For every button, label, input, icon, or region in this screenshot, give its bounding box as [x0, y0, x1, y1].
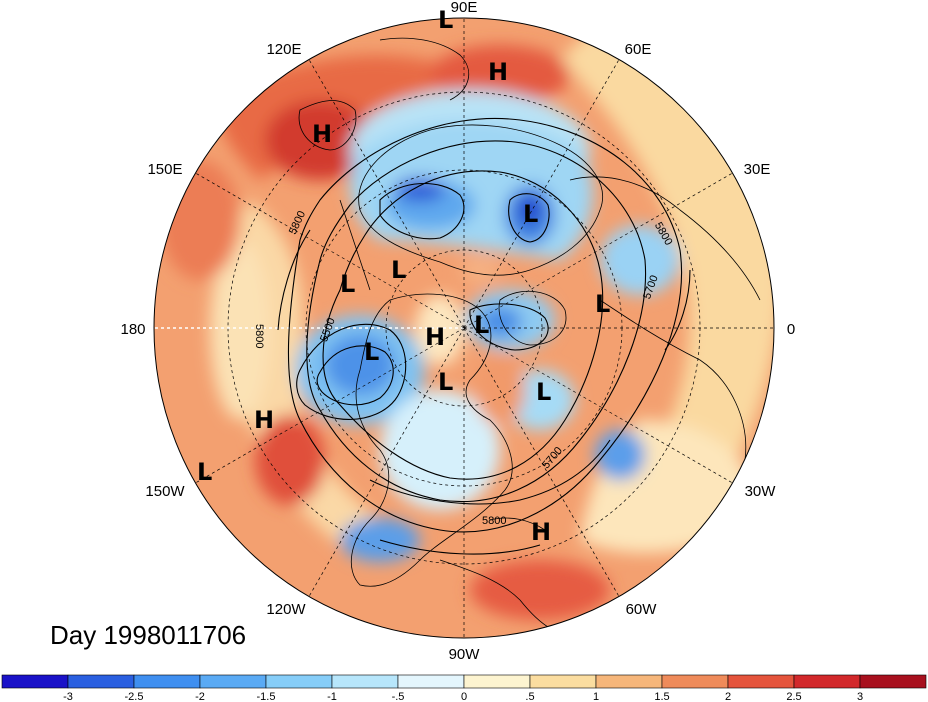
colorbar-tick-label: -1.5 — [257, 691, 276, 702]
colorbar: -3 -2.5 -2 -1.5 -1 -.5 0 .5 1 1.5 2 2.5 3 — [1, 674, 927, 702]
colorbar-swatch — [463, 674, 531, 689]
longitude-label-60w: 60W — [626, 601, 658, 618]
colorbar-swatch — [793, 674, 861, 689]
longitude-label-120w: 120W — [266, 601, 306, 618]
contour-label: 5800 — [253, 324, 265, 348]
colorbar-tick-label: -.5 — [392, 691, 405, 702]
colorbar-swatch — [727, 674, 795, 689]
low-pressure-marker: L — [391, 256, 406, 284]
colorbar-swatch — [133, 674, 201, 689]
longitude-label-120e: 120E — [266, 41, 301, 58]
colorbar-swatch — [397, 674, 465, 689]
low-pressure-marker: L — [438, 6, 453, 34]
colorbar-tick-label: -1 — [327, 691, 337, 702]
colorbar-tick-label: -2 — [195, 691, 205, 702]
low-pressure-marker: L — [364, 338, 379, 366]
colorbar-swatch — [265, 674, 333, 689]
longitude-label-90e: 90E — [451, 0, 478, 16]
longitude-label-30w: 30W — [745, 483, 777, 500]
low-pressure-marker: L — [340, 270, 355, 298]
day-title: Day 1998011706 — [50, 620, 247, 650]
colorbar-tick-label: 3 — [857, 691, 863, 702]
longitude-label-150e: 150E — [147, 161, 182, 178]
colorbar-swatch — [859, 674, 927, 689]
globe-border — [153, 17, 775, 639]
low-pressure-marker: L — [438, 368, 453, 396]
high-pressure-marker: H — [425, 323, 445, 351]
longitude-label-150w: 150W — [145, 483, 185, 500]
graticule — [154, 18, 774, 638]
colorbar-tick-label: 2 — [725, 691, 731, 702]
longitude-label-30e: 30E — [744, 161, 771, 178]
colorbar-swatch — [1, 674, 69, 689]
colorbar-tick-label: 2.5 — [786, 691, 801, 702]
temperature-anomaly-field — [154, 18, 774, 638]
high-pressure-marker: H — [254, 406, 274, 434]
colorbar-swatch — [595, 674, 663, 689]
longitude-label-0: 0 — [787, 321, 795, 338]
low-pressure-marker: L — [474, 311, 489, 339]
low-pressure-marker: L — [523, 200, 538, 228]
colorbar-swatch — [199, 674, 267, 689]
longitude-label-180: 180 — [120, 321, 145, 338]
colorbar-swatch — [661, 674, 729, 689]
longitude-label-90w: 90W — [449, 646, 481, 663]
low-pressure-marker: L — [536, 378, 551, 406]
high-pressure-marker: H — [312, 120, 332, 148]
colorbar-swatch — [331, 674, 399, 689]
colorbar-tick-label: .5 — [525, 691, 534, 702]
colorbar-tick-label: 1 — [593, 691, 599, 702]
colorbar-tick-label: -3 — [63, 691, 73, 702]
colorbar-tick-label: 0 — [461, 691, 467, 702]
high-pressure-marker: H — [531, 518, 551, 546]
high-pressure-marker: H — [488, 58, 508, 86]
height-contours — [277, 117, 691, 555]
colorbar-tick-label: 1.5 — [654, 691, 669, 702]
contour-label: 5800 — [482, 515, 506, 527]
low-pressure-marker: L — [595, 290, 610, 318]
longitude-labels: 90E 60E 30E 0 30W 60W 90W 120W 150W 180 … — [120, 0, 795, 663]
low-pressure-marker: L — [197, 458, 212, 486]
colorbar-swatch — [67, 674, 135, 689]
longitude-label-60e: 60E — [625, 41, 652, 58]
pressure-centers: H H L L L L H L L L L H L L H L — [197, 6, 610, 546]
colorbar-tick-label: -2.5 — [125, 691, 144, 702]
colorbar-swatch — [529, 674, 597, 689]
